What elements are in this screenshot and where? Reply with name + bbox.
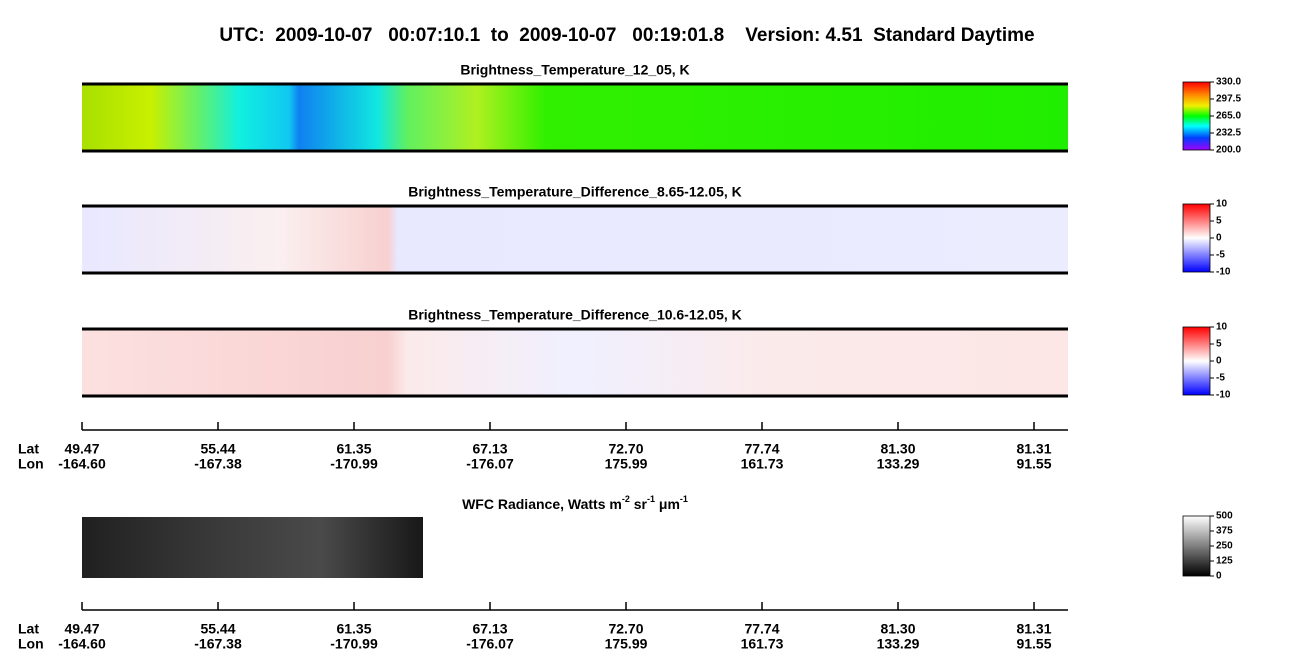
title-part: μm bbox=[655, 496, 680, 512]
lon-tick-label: -164.60 bbox=[58, 456, 106, 472]
lon-tick-label: 133.29 bbox=[877, 456, 920, 472]
colorbar-tick-label: 0 bbox=[1216, 356, 1222, 367]
colorbar-tick-label: 297.5 bbox=[1216, 94, 1241, 105]
colorbar-tick-label: 250 bbox=[1216, 541, 1233, 552]
lon-tick-label: 161.73 bbox=[741, 456, 784, 472]
lat-tick-label: 61.35 bbox=[336, 441, 371, 457]
colorbar-tick-label: 5 bbox=[1216, 216, 1222, 227]
lon-tick-label: 175.99 bbox=[605, 636, 648, 652]
colorbar-tick-label: 0 bbox=[1216, 571, 1222, 582]
colorbar-tick-label: 375 bbox=[1216, 526, 1233, 537]
title-part: WFC Radiance, Watts m bbox=[462, 496, 622, 512]
colorbar-tick-label: -10 bbox=[1216, 267, 1231, 278]
title-part: -1 bbox=[680, 494, 688, 504]
lon-tick-label: -167.38 bbox=[194, 636, 242, 652]
colorbar-tick-label: 232.5 bbox=[1216, 128, 1241, 139]
panel-image bbox=[82, 84, 1068, 151]
lon-tick-label: -170.99 bbox=[330, 456, 378, 472]
colorbar-tick-label: 500 bbox=[1216, 511, 1233, 522]
wfc-image bbox=[82, 517, 423, 578]
lat-tick-label: 81.31 bbox=[1016, 441, 1051, 457]
colorbar-tick-label: -5 bbox=[1216, 373, 1225, 384]
colorbar-tick-label: 265.0 bbox=[1216, 111, 1241, 122]
lat-tick-label: 77.74 bbox=[744, 441, 779, 457]
colorbar bbox=[1182, 203, 1211, 273]
lat-tick-label: 81.30 bbox=[880, 621, 915, 637]
colorbar-tick-label: 5 bbox=[1216, 339, 1222, 350]
colorbar bbox=[1182, 326, 1211, 396]
lon-tick-label: 175.99 bbox=[605, 456, 648, 472]
lon-tick-label: -164.60 bbox=[58, 636, 106, 652]
lat-label: Lat bbox=[18, 441, 39, 457]
lat-tick-label: 81.30 bbox=[880, 441, 915, 457]
lat-tick-label: 72.70 bbox=[608, 621, 643, 637]
panel-title: Brightness_Temperature_12_05, K bbox=[460, 62, 689, 78]
panel-image bbox=[82, 206, 1068, 273]
panel-image bbox=[82, 329, 1068, 396]
colorbar-tick-label: 10 bbox=[1216, 199, 1228, 210]
panel-title: Brightness_Temperature_Difference_8.65-1… bbox=[408, 184, 742, 200]
lon-tick-label: -170.99 bbox=[330, 636, 378, 652]
lat-tick-label: 81.31 bbox=[1016, 621, 1051, 637]
lon-tick-label: 91.55 bbox=[1016, 456, 1051, 472]
colorbar-tick-label: -5 bbox=[1216, 250, 1225, 261]
lat-tick-label: 67.13 bbox=[472, 441, 507, 457]
lon-label: Lon bbox=[18, 636, 44, 652]
lon-tick-label: 91.55 bbox=[1016, 636, 1051, 652]
lat-tick-label: 77.74 bbox=[744, 621, 779, 637]
lat-label: Lat bbox=[18, 621, 39, 637]
lat-tick-label: 67.13 bbox=[472, 621, 507, 637]
colorbar bbox=[1182, 515, 1211, 577]
lat-tick-label: 61.35 bbox=[336, 621, 371, 637]
colorbar-tick-label: 125 bbox=[1216, 556, 1233, 567]
lat-tick-label: 55.44 bbox=[200, 621, 235, 637]
colorbar-tick-label: 0 bbox=[1216, 233, 1222, 244]
colorbar-tick-label: 10 bbox=[1216, 322, 1228, 333]
lat-tick-label: 72.70 bbox=[608, 441, 643, 457]
colorbar-tick-label: -10 bbox=[1216, 390, 1231, 401]
lat-tick-label: 49.47 bbox=[64, 621, 99, 637]
title-part: -2 bbox=[622, 494, 630, 504]
lon-tick-label: -176.07 bbox=[466, 636, 514, 652]
lat-tick-label: 55.44 bbox=[200, 441, 235, 457]
colorbar-tick-label: 200.0 bbox=[1216, 145, 1241, 156]
lon-tick-label: 161.73 bbox=[741, 636, 784, 652]
colorbar-tick-label: 330.0 bbox=[1216, 77, 1241, 88]
panel-title: WFC Radiance, Watts m-2 sr-1 μm-1 bbox=[462, 494, 688, 511]
panel-title: Brightness_Temperature_Difference_10.6-1… bbox=[408, 307, 742, 323]
lon-tick-label: 133.29 bbox=[877, 636, 920, 652]
title-part: sr bbox=[630, 496, 648, 512]
title-part: -1 bbox=[647, 494, 655, 504]
colorbar bbox=[1182, 81, 1211, 151]
lon-tick-label: -176.07 bbox=[466, 456, 514, 472]
lat-tick-label: 49.47 bbox=[64, 441, 99, 457]
lon-label: Lon bbox=[18, 456, 44, 472]
lon-tick-label: -167.38 bbox=[194, 456, 242, 472]
figure-title: UTC: 2009-10-07 00:07:10.1 to 2009-10-07… bbox=[219, 25, 1034, 46]
